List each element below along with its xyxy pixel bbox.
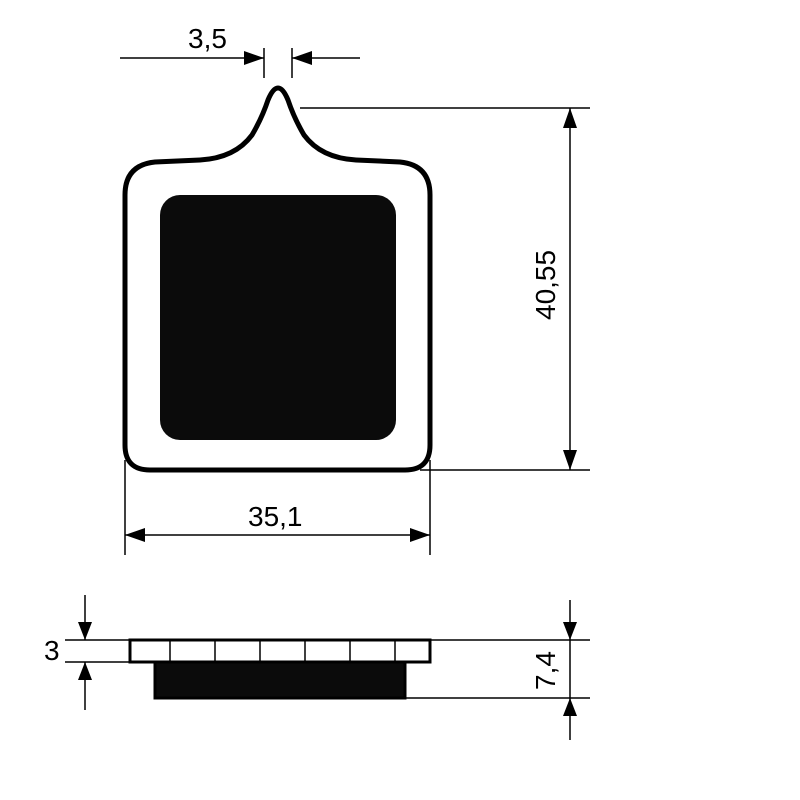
dim-width: 35,1 <box>125 460 430 555</box>
side-view <box>130 640 430 698</box>
dim-width-value: 35,1 <box>248 501 303 532</box>
dim-height-value: 40,55 <box>530 250 561 320</box>
dim-total-thk-value: 7,4 <box>530 651 561 690</box>
dim-plate-thk-value: 3 <box>44 635 60 666</box>
technical-drawing: 3,5 40,55 35,1 <box>0 0 800 800</box>
dim-total-thickness: 7,4 <box>395 600 590 740</box>
dim-tab-width: 3,5 <box>120 23 360 78</box>
dim-tab-width-value: 3,5 <box>188 23 227 54</box>
side-pad <box>155 662 405 698</box>
front-pad <box>160 195 396 440</box>
